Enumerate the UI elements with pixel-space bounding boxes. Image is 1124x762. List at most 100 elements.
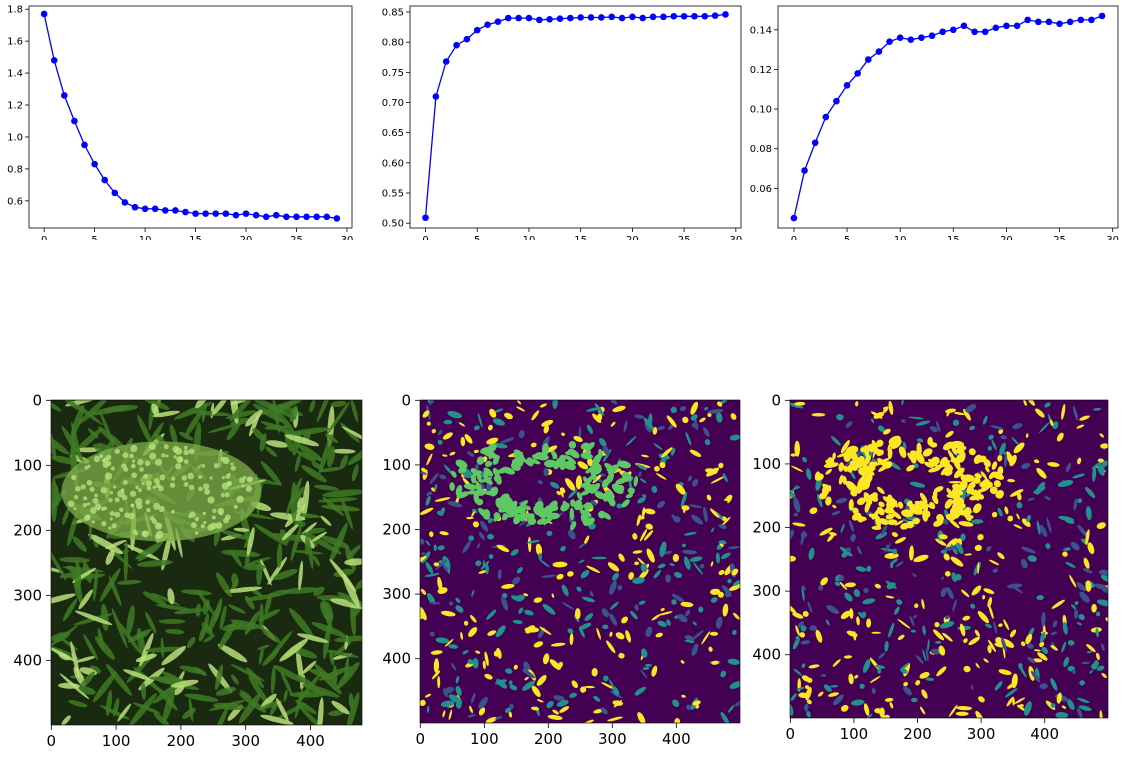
- data-point: [91, 160, 98, 168]
- data-point: [484, 21, 491, 29]
- data-point: [865, 56, 872, 63]
- x-tick-label: 0: [416, 730, 426, 748]
- metric-chart-panel: 0 5 10 15 20 25 30 0.50 0.55 0.60 0.65 0.70 0.75 0.80…: [368, 0, 744, 246]
- y-tick-label: 200: [752, 519, 781, 537]
- data-point: [896, 34, 904, 42]
- x-tick-label: 5: [91, 235, 97, 240]
- prediction-map-plot: 0 100 200 300 400 0 100 200 300 400: [382, 391, 741, 748]
- data-point: [182, 208, 189, 216]
- y-tick-label: 0.55: [382, 189, 404, 200]
- data-point: [212, 210, 220, 217]
- x-tick-label: 400: [1030, 725, 1059, 743]
- x-tick-label: 5: [844, 235, 850, 240]
- x-tick-label: 10: [523, 235, 536, 240]
- data-point: [192, 210, 199, 217]
- y-tick-label: 0.6: [7, 196, 23, 207]
- data-point: [252, 211, 260, 219]
- y-tick-label: 0.85: [382, 8, 404, 19]
- data-point: [535, 16, 543, 24]
- score-chart-panel: 0 5 10 15 20 25 30 0.06 0.08 0.10 0.12 0.14: [744, 0, 1124, 246]
- data-point: [577, 14, 584, 21]
- x-tick-label: 300: [967, 725, 996, 743]
- x-tick-label: 25: [678, 235, 691, 240]
- data-point: [71, 117, 78, 125]
- data-point: [587, 14, 595, 21]
- data-point: [722, 11, 729, 18]
- data-point: [691, 12, 698, 20]
- y-tick-label: 400: [382, 650, 411, 668]
- x-tick-label: 100: [840, 725, 869, 743]
- image-content: [51, 400, 362, 725]
- data-point: [222, 210, 230, 217]
- data-point: [811, 139, 819, 147]
- data-point: [293, 213, 300, 221]
- data-point: [701, 12, 709, 20]
- y-tick-label: 300: [752, 582, 781, 600]
- x-tick-label: 20: [240, 235, 253, 240]
- data-point: [546, 15, 553, 23]
- image-content: [790, 400, 1108, 718]
- prediction-map-panel: 0 100 200 300 400 0 100 200 300 400: [370, 390, 748, 758]
- data-point: [854, 70, 861, 77]
- x-tick-label: 30: [1106, 235, 1119, 240]
- data-point: [333, 215, 341, 222]
- data-point: [928, 32, 936, 40]
- micrograph-panel: 0 100 200 300 400 0 100 200 300 400: [0, 390, 370, 758]
- image-frame: [419, 399, 741, 724]
- data-point: [556, 15, 564, 22]
- x-tick-label: 100: [470, 730, 499, 748]
- data-point: [525, 14, 533, 22]
- data-point: [790, 214, 798, 222]
- y-tick-label: 100: [382, 456, 411, 474]
- y-tick-label: 0: [32, 391, 42, 409]
- data-point: [833, 97, 840, 105]
- x-tick-label: 300: [598, 730, 627, 748]
- data-point: [515, 14, 522, 22]
- ground-truth-map-plot: 0 100 200 300 400 0 100 200 300 400: [752, 391, 1109, 743]
- data-point: [121, 199, 129, 206]
- y-tick-label: 0.08: [750, 144, 772, 155]
- data-point: [843, 81, 851, 89]
- y-tick-label: 400: [13, 651, 42, 669]
- x-tick-label: 10: [139, 235, 152, 240]
- data-point: [272, 211, 280, 219]
- plot-frame: [777, 5, 1119, 229]
- data-point: [141, 205, 149, 213]
- data-point: [660, 13, 667, 21]
- data-point: [629, 13, 636, 21]
- data-point: [598, 14, 605, 21]
- data-point: [504, 14, 512, 22]
- data-point: [432, 93, 440, 100]
- y-tick-label: 400: [752, 646, 781, 664]
- y-tick-label: 100: [752, 455, 781, 473]
- x-tick-label: 15: [574, 235, 587, 240]
- data-point: [101, 176, 109, 184]
- x-tick-label: 0: [47, 732, 57, 750]
- data-point: [639, 14, 647, 22]
- data-point: [50, 57, 58, 64]
- y-tick-label: 1.8: [7, 5, 23, 16]
- y-tick-label: 0.65: [382, 128, 404, 139]
- y-tick-label: 0.8: [7, 164, 23, 175]
- data-point: [161, 207, 169, 214]
- data-point: [442, 58, 450, 65]
- x-tick-label: 15: [947, 235, 960, 240]
- x-tick-label: 300: [231, 732, 260, 750]
- x-tick-label: 0: [791, 235, 797, 240]
- image-frame: [50, 399, 363, 726]
- ground-truth-map-panel: 0 100 200 300 400 0 100 200 300 400: [748, 390, 1124, 758]
- data-point: [40, 10, 48, 18]
- y-tick-label: 1.0: [7, 132, 23, 143]
- plot-frame: [409, 5, 742, 229]
- data-point: [918, 34, 925, 42]
- x-tick-label: 0: [422, 235, 428, 240]
- x-tick-label: 200: [534, 730, 563, 748]
- y-tick-label: 1.4: [7, 69, 23, 80]
- data-point: [1088, 16, 1095, 24]
- series-line: [424, 13, 726, 218]
- x-tick-label: 30: [341, 235, 354, 240]
- x-tick-label: 0: [41, 235, 47, 240]
- y-tick-label: 200: [382, 521, 411, 539]
- data-point: [567, 14, 574, 22]
- data-point: [494, 18, 502, 25]
